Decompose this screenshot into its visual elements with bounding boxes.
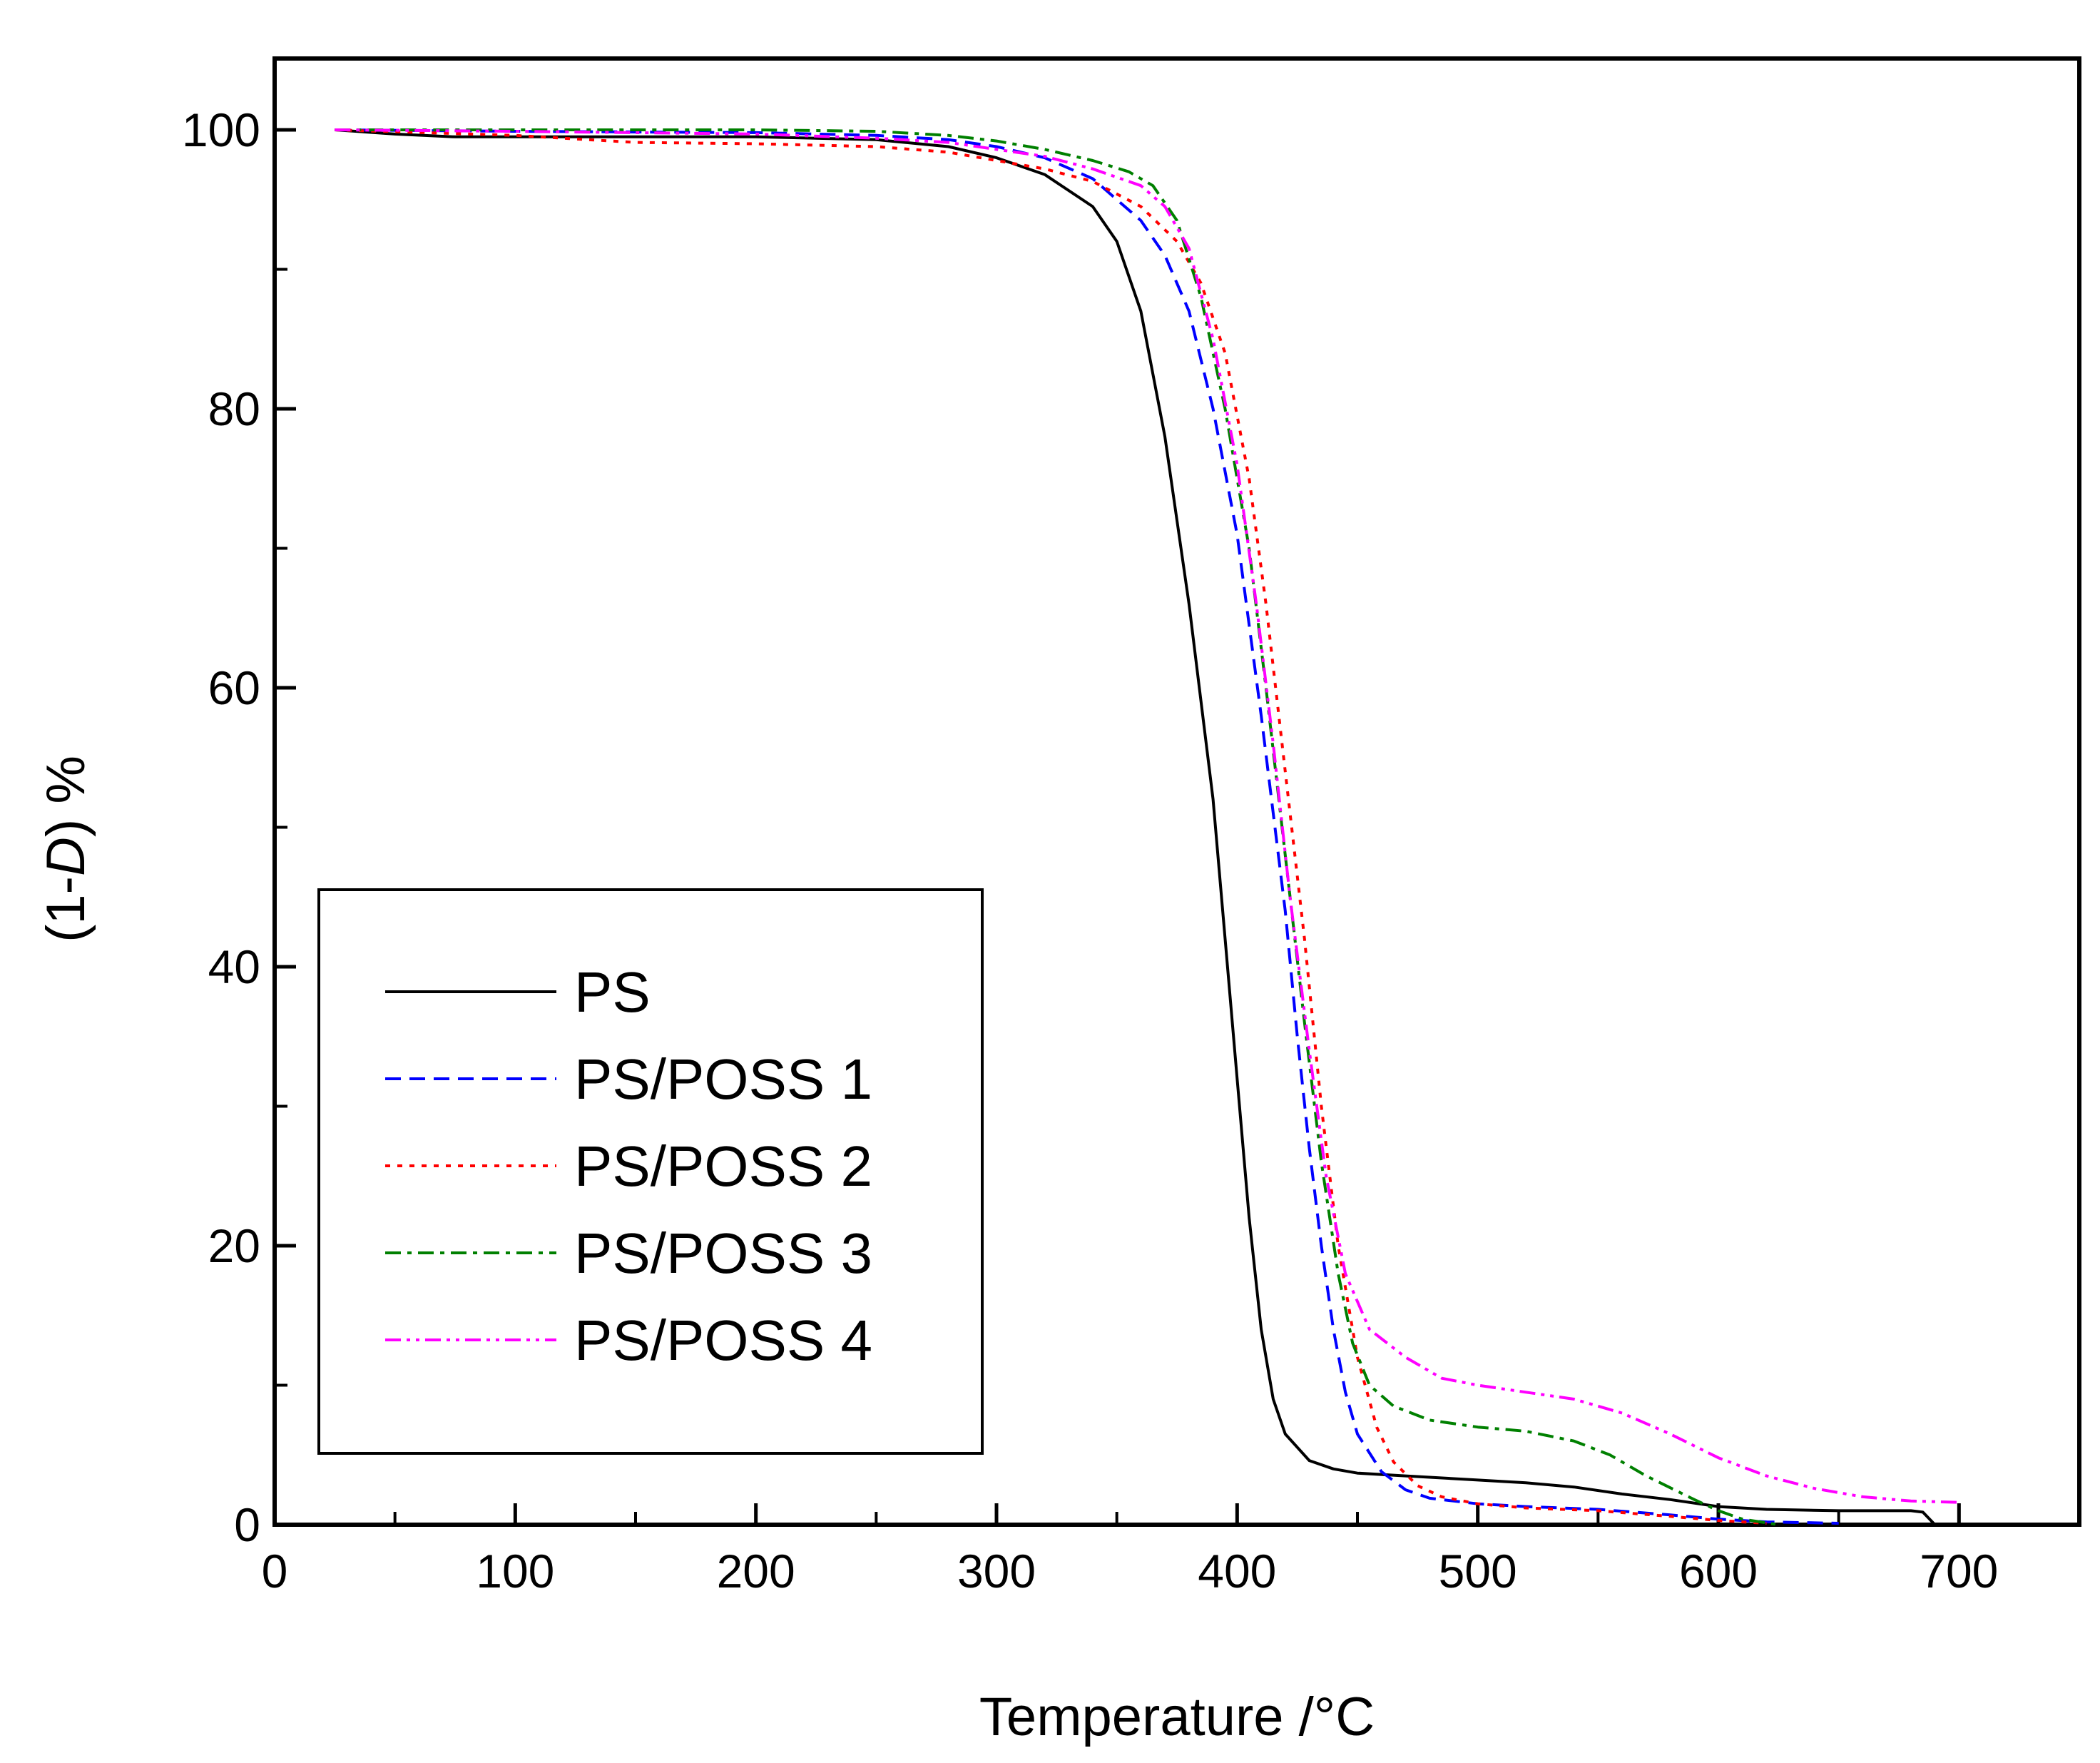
- legend-box: [317, 888, 984, 1455]
- legend-label-5: PS/POSS 4: [574, 1309, 872, 1372]
- axis-ticks: 0 100 200 300 400 500 600 700 0 20 40 60 80 100: [182, 103, 1999, 1597]
- x-tick-label: 0: [262, 1545, 288, 1597]
- x-tick-label: 500: [1439, 1545, 1517, 1597]
- plot-frame: [272, 56, 2081, 1527]
- series-layer: [335, 128, 1959, 1526]
- legend-label-2: PS/POSS 1: [574, 1047, 872, 1111]
- legend-label-1: PS: [574, 960, 651, 1024]
- y-tick-label: 20: [208, 1219, 260, 1272]
- x-tick-label: 600: [1679, 1545, 1758, 1597]
- y-axis-title-prefix: (1-: [36, 876, 96, 943]
- legend: PS PS/POSS 1 PS/POSS 2 PS/POSS 3 PS/POSS 4: [317, 888, 984, 1455]
- x-tick-label: 300: [957, 1545, 1036, 1597]
- y-axis-title: (1-D) %: [36, 756, 96, 943]
- series-line-3: [335, 128, 1767, 1525]
- x-axis-title: Temperature /°C: [979, 1687, 1375, 1747]
- y-axis-title-suffix: ) %: [36, 756, 96, 837]
- legend-label-4: PS/POSS 3: [574, 1221, 872, 1285]
- legend-label-3: PS/POSS 2: [574, 1134, 872, 1198]
- y-tick-label: 0: [234, 1498, 260, 1551]
- x-tick-label: 200: [717, 1545, 795, 1597]
- y-tick-label: 100: [182, 103, 260, 156]
- y-axis-title-variable: D: [36, 837, 96, 876]
- x-tick-label: 100: [476, 1545, 554, 1597]
- y-tick-label: 60: [208, 661, 260, 714]
- y-tick-label: 40: [208, 940, 260, 993]
- series-line-5: [335, 128, 1959, 1504]
- y-tick-label: 80: [208, 382, 260, 435]
- x-tick-label: 700: [1920, 1545, 1998, 1597]
- x-tick-label: 400: [1198, 1545, 1276, 1597]
- legend-entries: PS PS/POSS 1 PS/POSS 2 PS/POSS 3 PS/POSS 4: [385, 960, 872, 1372]
